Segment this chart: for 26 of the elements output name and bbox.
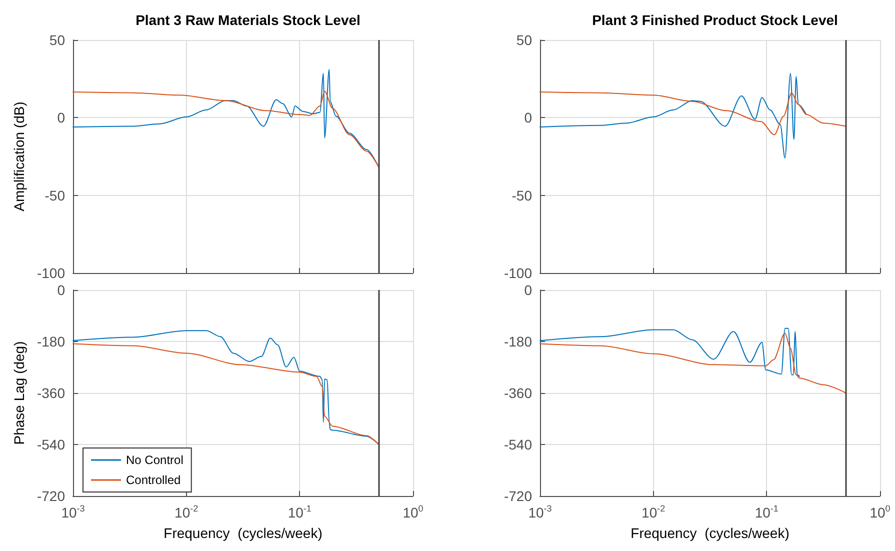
chart-title: Plant 3 Finished Product Stock Level (592, 12, 838, 28)
y-tick-label: 0 (57, 282, 66, 298)
y-tick-label: 0 (524, 110, 532, 126)
y-tick-label: 0 (524, 282, 532, 298)
y-tick-label: -360 (36, 385, 66, 401)
x-axis-title: Frequency (cycles/week) (630, 525, 790, 541)
y-tick-label: -50 (512, 187, 532, 204)
chart-title: Plant 3 Raw Materials Stock Level (136, 12, 360, 28)
y-tick-label: -540 (36, 436, 66, 452)
legend-label: Controlled (126, 473, 181, 487)
y-tick-label: -100 (504, 265, 532, 281)
y-tick-label: -50 (44, 187, 66, 204)
y-tick-label: -720 (36, 488, 66, 504)
y-tick-label: 50 (516, 32, 532, 48)
y-tick-label: -180 (36, 334, 66, 350)
legend-label: No Control (126, 453, 184, 467)
y-axis-title: Amplification (dB) (11, 102, 28, 212)
y-tick-label: -180 (504, 334, 532, 350)
y-axis-title: Phase Lag (deg) (11, 341, 28, 445)
y-tick-label: -100 (36, 265, 66, 281)
y-tick-label: -720 (504, 488, 532, 504)
y-tick-label: 50 (49, 32, 66, 48)
x-axis-title: Frequency (cycles/week) (164, 525, 322, 541)
y-tick-label: -360 (504, 385, 532, 401)
y-tick-label: 0 (57, 110, 66, 126)
y-tick-label: -540 (504, 436, 532, 452)
